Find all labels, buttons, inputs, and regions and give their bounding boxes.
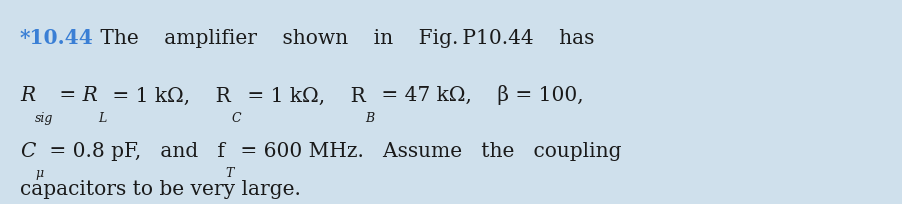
Text: μ: μ — [35, 166, 43, 180]
Text: = 1 kΩ,    R: = 1 kΩ, R — [241, 86, 365, 105]
Text: = 1 kΩ,    R: = 1 kΩ, R — [106, 86, 231, 105]
Text: capacitors to be very large.: capacitors to be very large. — [20, 179, 300, 198]
Text: = 0.8 pF,   and   f: = 0.8 pF, and f — [43, 141, 226, 160]
Text: = R: = R — [53, 86, 98, 105]
Text: sig: sig — [35, 111, 53, 124]
Text: C: C — [20, 141, 35, 160]
Text: *10.44: *10.44 — [20, 28, 94, 48]
Text: The    amplifier    shown    in    Fig. P10.44    has: The amplifier shown in Fig. P10.44 has — [94, 29, 594, 48]
Text: B: B — [365, 111, 374, 124]
Text: = 600 MHz.   Assume   the   coupling: = 600 MHz. Assume the coupling — [234, 141, 621, 160]
Text: T: T — [226, 166, 234, 180]
Text: = 47 kΩ,    β = 100,: = 47 kΩ, β = 100, — [374, 85, 584, 105]
Text: L: L — [98, 111, 106, 124]
Text: R: R — [20, 86, 35, 105]
Text: C: C — [231, 111, 241, 124]
